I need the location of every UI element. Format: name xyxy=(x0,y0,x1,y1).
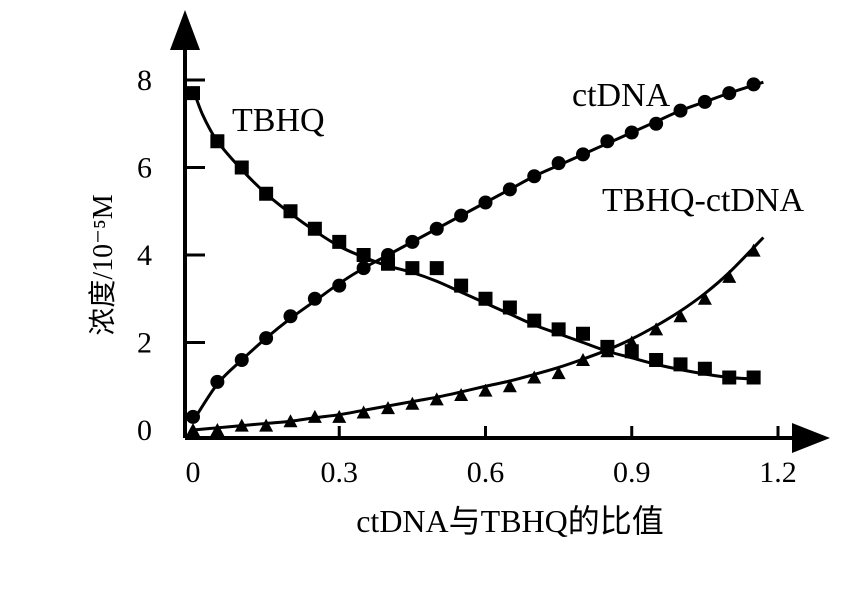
data-point-ctdna xyxy=(600,134,615,149)
data-point-tbhq-ctdna xyxy=(478,383,493,397)
data-point-ctdna xyxy=(527,169,542,184)
data-point-tbhq-ctdna xyxy=(405,396,420,410)
data-point-tbhq xyxy=(429,261,444,276)
y-axis-title: 浓度/10⁻⁵M xyxy=(87,194,119,335)
x-axis-title: ctDNA与TBHQ的比值 xyxy=(356,503,664,539)
x-axis-arrow xyxy=(792,423,830,453)
data-point-tbhq xyxy=(210,134,225,149)
y-tick-label: 2 xyxy=(137,327,152,360)
y-axis-arrow xyxy=(170,10,200,50)
data-point-tbhq-ctdna xyxy=(746,243,761,257)
x-tick-label: 0 xyxy=(186,456,201,489)
markers xyxy=(186,77,761,436)
data-point-tbhq-ctdna xyxy=(673,309,688,323)
data-point-tbhq xyxy=(746,370,761,385)
data-point-ctdna xyxy=(356,261,371,276)
data-point-tbhq xyxy=(332,234,347,249)
data-point-ctdna xyxy=(478,195,493,210)
data-point-ctdna xyxy=(722,86,737,101)
data-point-tbhq-ctdna xyxy=(429,392,444,406)
data-point-ctdna xyxy=(381,248,395,262)
series-label-tbhq: TBHQ xyxy=(232,102,325,139)
data-point-tbhq-ctdna xyxy=(210,423,225,436)
data-point-ctdna xyxy=(332,278,347,293)
data-point-tbhq xyxy=(454,278,469,293)
data-point-ctdna xyxy=(624,125,639,140)
data-point-ctdna xyxy=(283,309,298,324)
data-point-tbhq xyxy=(576,326,590,341)
data-point-ctdna xyxy=(576,147,590,162)
data-point-tbhq xyxy=(649,353,664,367)
data-point-tbhq xyxy=(722,370,737,385)
data-point-tbhq-ctdna xyxy=(649,322,664,336)
data-point-ctdna xyxy=(673,103,688,118)
data-point-tbhq xyxy=(478,291,493,306)
data-point-tbhq-ctdna xyxy=(576,353,590,366)
data-point-tbhq-ctdna xyxy=(697,291,712,305)
data-point-tbhq xyxy=(527,313,542,328)
x-tick-label: 0.6 xyxy=(467,456,505,489)
x-tick-label: 0.9 xyxy=(613,456,651,489)
y-tick-label: 8 xyxy=(137,64,152,97)
data-point-tbhq xyxy=(551,322,566,337)
data-point-ctdna xyxy=(186,409,200,424)
data-point-ctdna xyxy=(429,221,444,236)
data-point-tbhq-ctdna xyxy=(381,401,395,415)
data-point-tbhq xyxy=(502,300,517,315)
data-point-tbhq-ctdna xyxy=(624,335,639,349)
data-point-tbhq-ctdna xyxy=(722,269,737,283)
ticks: 0 0.3 0.6 0.9 1.2 0 2 4 6 8 xyxy=(137,64,797,489)
data-point-tbhq xyxy=(356,248,371,262)
x-tick-label: 1.2 xyxy=(759,456,797,489)
data-point-tbhq-ctdna xyxy=(234,418,249,432)
data-point-tbhq xyxy=(186,86,200,101)
data-point-ctdna xyxy=(405,234,420,249)
data-point-tbhq xyxy=(673,357,688,372)
y-tick-label: 4 xyxy=(137,239,152,272)
data-point-ctdna xyxy=(259,331,274,346)
data-point-ctdna xyxy=(307,291,322,306)
series-label-tbhq-ctdna: TBHQ-ctDNA xyxy=(602,182,805,219)
data-point-tbhq-ctdna xyxy=(332,409,347,423)
data-point-tbhq xyxy=(283,204,298,219)
y-tick-label: 6 xyxy=(137,152,152,185)
data-point-ctdna xyxy=(649,116,664,131)
data-point-ctdna xyxy=(746,77,761,92)
data-point-ctdna xyxy=(210,374,225,389)
data-point-ctdna xyxy=(454,208,469,223)
data-point-ctdna xyxy=(502,182,517,197)
data-point-tbhq xyxy=(307,221,322,236)
y-tick-label: 0 xyxy=(137,414,152,447)
data-point-tbhq xyxy=(259,186,274,201)
data-point-tbhq-ctdna xyxy=(356,405,371,419)
data-point-tbhq xyxy=(697,361,712,376)
data-point-tbhq-ctdna xyxy=(283,414,298,428)
data-point-tbhq-ctdna xyxy=(259,418,274,432)
series-line-tbhq-ctdna xyxy=(192,236,765,432)
data-point-tbhq-ctdna xyxy=(186,423,200,436)
axes xyxy=(170,10,830,453)
data-point-tbhq xyxy=(405,261,420,276)
data-point-tbhq-ctdna xyxy=(551,366,566,380)
data-point-ctdna xyxy=(697,94,712,109)
data-point-tbhq-ctdna xyxy=(307,409,322,423)
data-point-ctdna xyxy=(551,156,566,171)
data-point-tbhq xyxy=(234,160,249,175)
data-point-tbhq-ctdna xyxy=(600,344,615,358)
series-label-ctdna: ctDNA xyxy=(572,77,671,114)
x-tick-label: 0.3 xyxy=(321,456,359,489)
data-point-tbhq-ctdna xyxy=(454,388,469,401)
data-point-tbhq-ctdna xyxy=(527,370,542,384)
data-point-tbhq-ctdna xyxy=(502,379,517,393)
data-point-ctdna xyxy=(234,353,249,367)
